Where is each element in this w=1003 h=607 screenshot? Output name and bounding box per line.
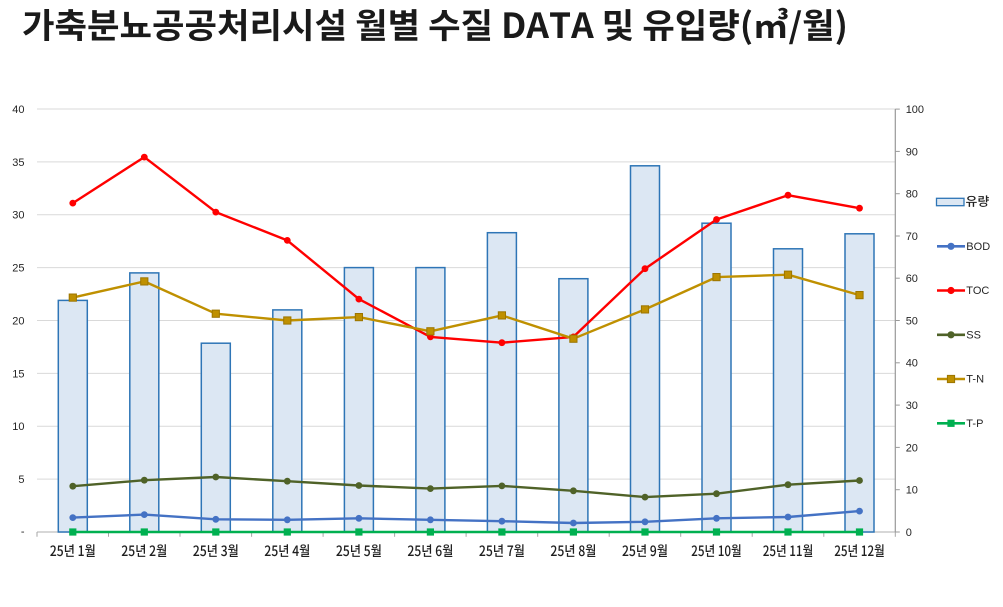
svg-text:70: 70 xyxy=(906,231,918,243)
svg-text:10: 10 xyxy=(12,421,24,433)
svg-text:80: 80 xyxy=(906,189,918,201)
svg-text:40: 40 xyxy=(906,358,918,370)
svg-text:30: 30 xyxy=(906,400,918,412)
svg-text:30: 30 xyxy=(12,210,24,222)
svg-text:0: 0 xyxy=(906,527,912,539)
svg-text:20: 20 xyxy=(906,442,918,454)
svg-text:10: 10 xyxy=(906,485,918,497)
svg-text:60: 60 xyxy=(906,273,918,285)
svg-text:SS: SS xyxy=(966,329,981,341)
svg-text:100: 100 xyxy=(906,104,924,116)
svg-text:TOC: TOC xyxy=(966,285,989,297)
svg-text:20: 20 xyxy=(12,315,24,327)
svg-text:50: 50 xyxy=(906,315,918,327)
svg-text:40: 40 xyxy=(12,104,24,116)
svg-text:T-P: T-P xyxy=(966,418,983,430)
svg-text:15: 15 xyxy=(12,368,24,380)
svg-text:BOD: BOD xyxy=(966,241,990,253)
svg-text:90: 90 xyxy=(906,146,918,158)
svg-text:25: 25 xyxy=(12,263,24,275)
svg-text:5: 5 xyxy=(18,474,24,486)
svg-text:T-N: T-N xyxy=(966,374,984,386)
svg-text:35: 35 xyxy=(12,157,24,169)
svg-text:-: - xyxy=(21,526,25,538)
